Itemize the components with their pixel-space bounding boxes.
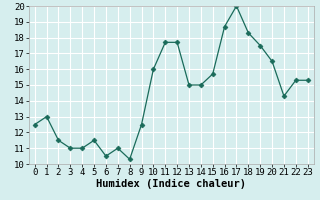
X-axis label: Humidex (Indice chaleur): Humidex (Indice chaleur) xyxy=(96,179,246,189)
